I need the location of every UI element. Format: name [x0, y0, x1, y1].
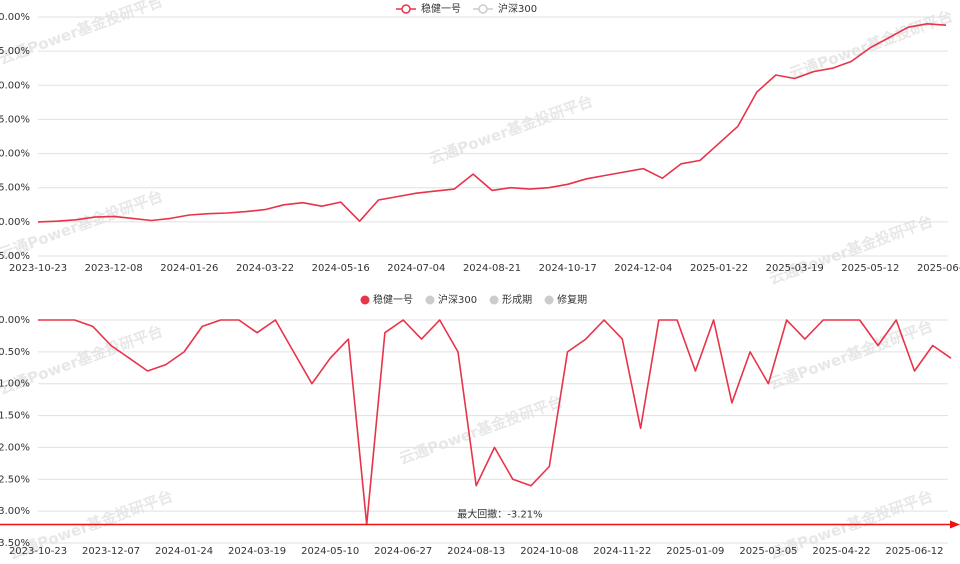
y-tick-label: -5.00% [0, 251, 30, 262]
annotation-label: 最大回撤：-3.21% [457, 508, 542, 521]
legend-icon [478, 4, 488, 14]
x-tick-label: 2023-12-07 [82, 546, 140, 557]
legend-icon [544, 295, 554, 305]
legend-icon [489, 295, 499, 305]
y-tick-label: 10.00% [0, 149, 30, 160]
x-tick-label: 2024-10-17 [539, 263, 597, 274]
x-tick-label: 2025-06-12 [885, 546, 943, 557]
y-tick-label: 0.00% [0, 217, 30, 228]
data-line [37, 23, 947, 223]
legend-label: 稳健一号 [421, 2, 461, 15]
y-tick-label: 20.00% [0, 80, 30, 91]
x-tick-label: 2025-01-09 [666, 546, 724, 557]
x-tick-label: 2025-04-22 [812, 546, 870, 557]
legend-label: 沪深300 [438, 293, 477, 306]
y-tick-label: -3.50% [0, 538, 30, 549]
data-line [38, 319, 952, 526]
x-tick-label: 2024-01-26 [160, 263, 218, 274]
x-tick-label: 2024-08-21 [463, 263, 521, 274]
watermark: 云通Power基金投研平台 [767, 317, 935, 393]
y-tick-label: 0.00% [0, 315, 30, 326]
x-tick-label: 2025-06-30 [917, 263, 960, 274]
legend-label: 形成期 [502, 294, 532, 306]
legend-label: 沪深300 [498, 2, 537, 15]
x-tick-label: 2024-07-04 [387, 263, 445, 274]
x-tick-label: 2025-03-05 [739, 546, 797, 557]
y-tick-label: -2.00% [0, 442, 30, 453]
y-tick-label: -3.00% [0, 506, 30, 517]
x-tick-label: 2024-10-08 [520, 546, 578, 557]
legend-label: 稳健一号 [373, 293, 413, 306]
x-tick-label: 2024-06-27 [374, 546, 432, 557]
legend-label: 修复期 [557, 293, 587, 306]
x-tick-label: 2023-12-08 [85, 263, 143, 274]
watermark: 云通Power基金投研平台 [397, 392, 565, 468]
x-tick-label: 2024-01-24 [155, 546, 213, 557]
legend-icon [360, 295, 370, 305]
y-tick-label: 30.00% [0, 12, 30, 23]
watermark: 云通Power基金投研平台 [0, 0, 165, 68]
legend-icon [401, 4, 411, 14]
x-tick-label: 2023-10-23 [9, 263, 67, 274]
y-tick-label: -1.50% [0, 411, 30, 422]
arrow-head [950, 520, 960, 529]
y-tick-label: 25.00% [0, 46, 30, 57]
x-tick-label: 2024-03-19 [228, 546, 286, 557]
y-tick-label: -0.50% [0, 347, 30, 358]
x-tick-label: 2023-10-23 [9, 546, 67, 557]
y-tick-label: -2.50% [0, 474, 30, 485]
x-tick-label: 2025-03-19 [766, 263, 824, 274]
y-tick-label: 5.00% [0, 183, 30, 194]
legend-icon [425, 295, 435, 305]
x-tick-label: 2024-05-10 [301, 546, 359, 557]
x-tick-label: 2024-03-22 [236, 263, 294, 274]
y-tick-label: -1.00% [0, 379, 30, 390]
watermark: 云通Power基金投研平台 [427, 92, 595, 168]
x-tick-label: 2025-01-22 [690, 263, 748, 274]
x-tick-label: 2025-05-12 [841, 263, 899, 274]
watermark: 云通Power基金投研平台 [767, 212, 935, 288]
x-tick-label: 2024-08-13 [447, 546, 505, 557]
x-tick-label: 2024-12-04 [614, 263, 672, 274]
x-tick-label: 2024-11-22 [593, 546, 651, 557]
x-tick-label: 2024-05-16 [312, 263, 370, 274]
y-tick-label: 15.00% [0, 114, 30, 125]
